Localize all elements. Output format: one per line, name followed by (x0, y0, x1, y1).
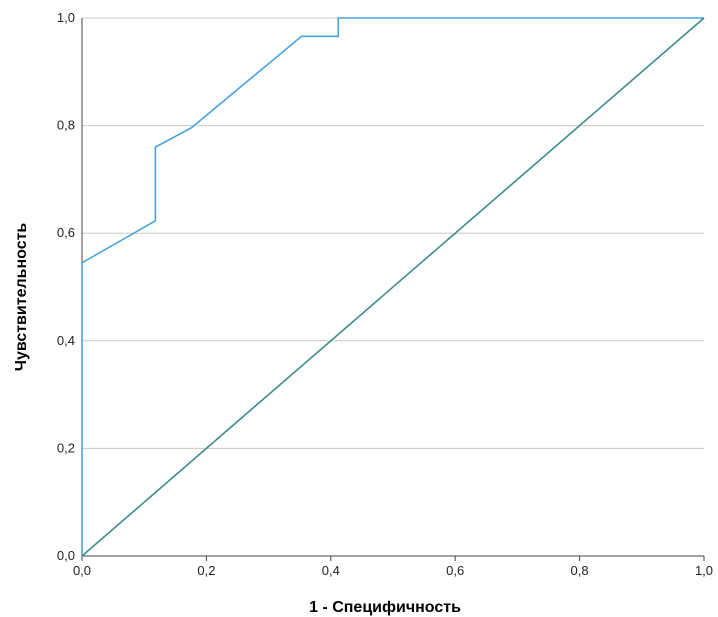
x-tick-label: 0,0 (73, 563, 91, 578)
series-lines (81, 17, 705, 557)
gridlines (82, 17, 704, 449)
roc-curve-line (81, 17, 704, 556)
x-tick-label: 0,8 (571, 563, 589, 578)
y-tick-label: 1,0 (57, 10, 75, 25)
x-tick-label: 0,4 (322, 563, 340, 578)
x-tick-labels: 0,0 0,2 0,4 0,6 0,8 1,0 (73, 556, 713, 578)
y-tick-label: 0,6 (57, 225, 75, 240)
x-tick-label: 0,6 (446, 563, 464, 578)
y-tick-label: 0,0 (57, 548, 75, 563)
x-axis-title: 1 - Специфичность (309, 599, 461, 616)
x-tick-label: 0,2 (197, 563, 215, 578)
y-tick-labels: 0,0 0,2 0,4 0,6 0,8 1,0 (57, 10, 75, 563)
y-axis-title: Чувствительность (13, 223, 30, 372)
y-tick-label: 0,4 (57, 333, 75, 348)
x-tick-label: 1,0 (695, 563, 713, 578)
reference-diagonal-line (81, 17, 705, 557)
y-tick-label: 0,8 (57, 118, 75, 133)
y-tick-label: 0,2 (57, 440, 75, 455)
